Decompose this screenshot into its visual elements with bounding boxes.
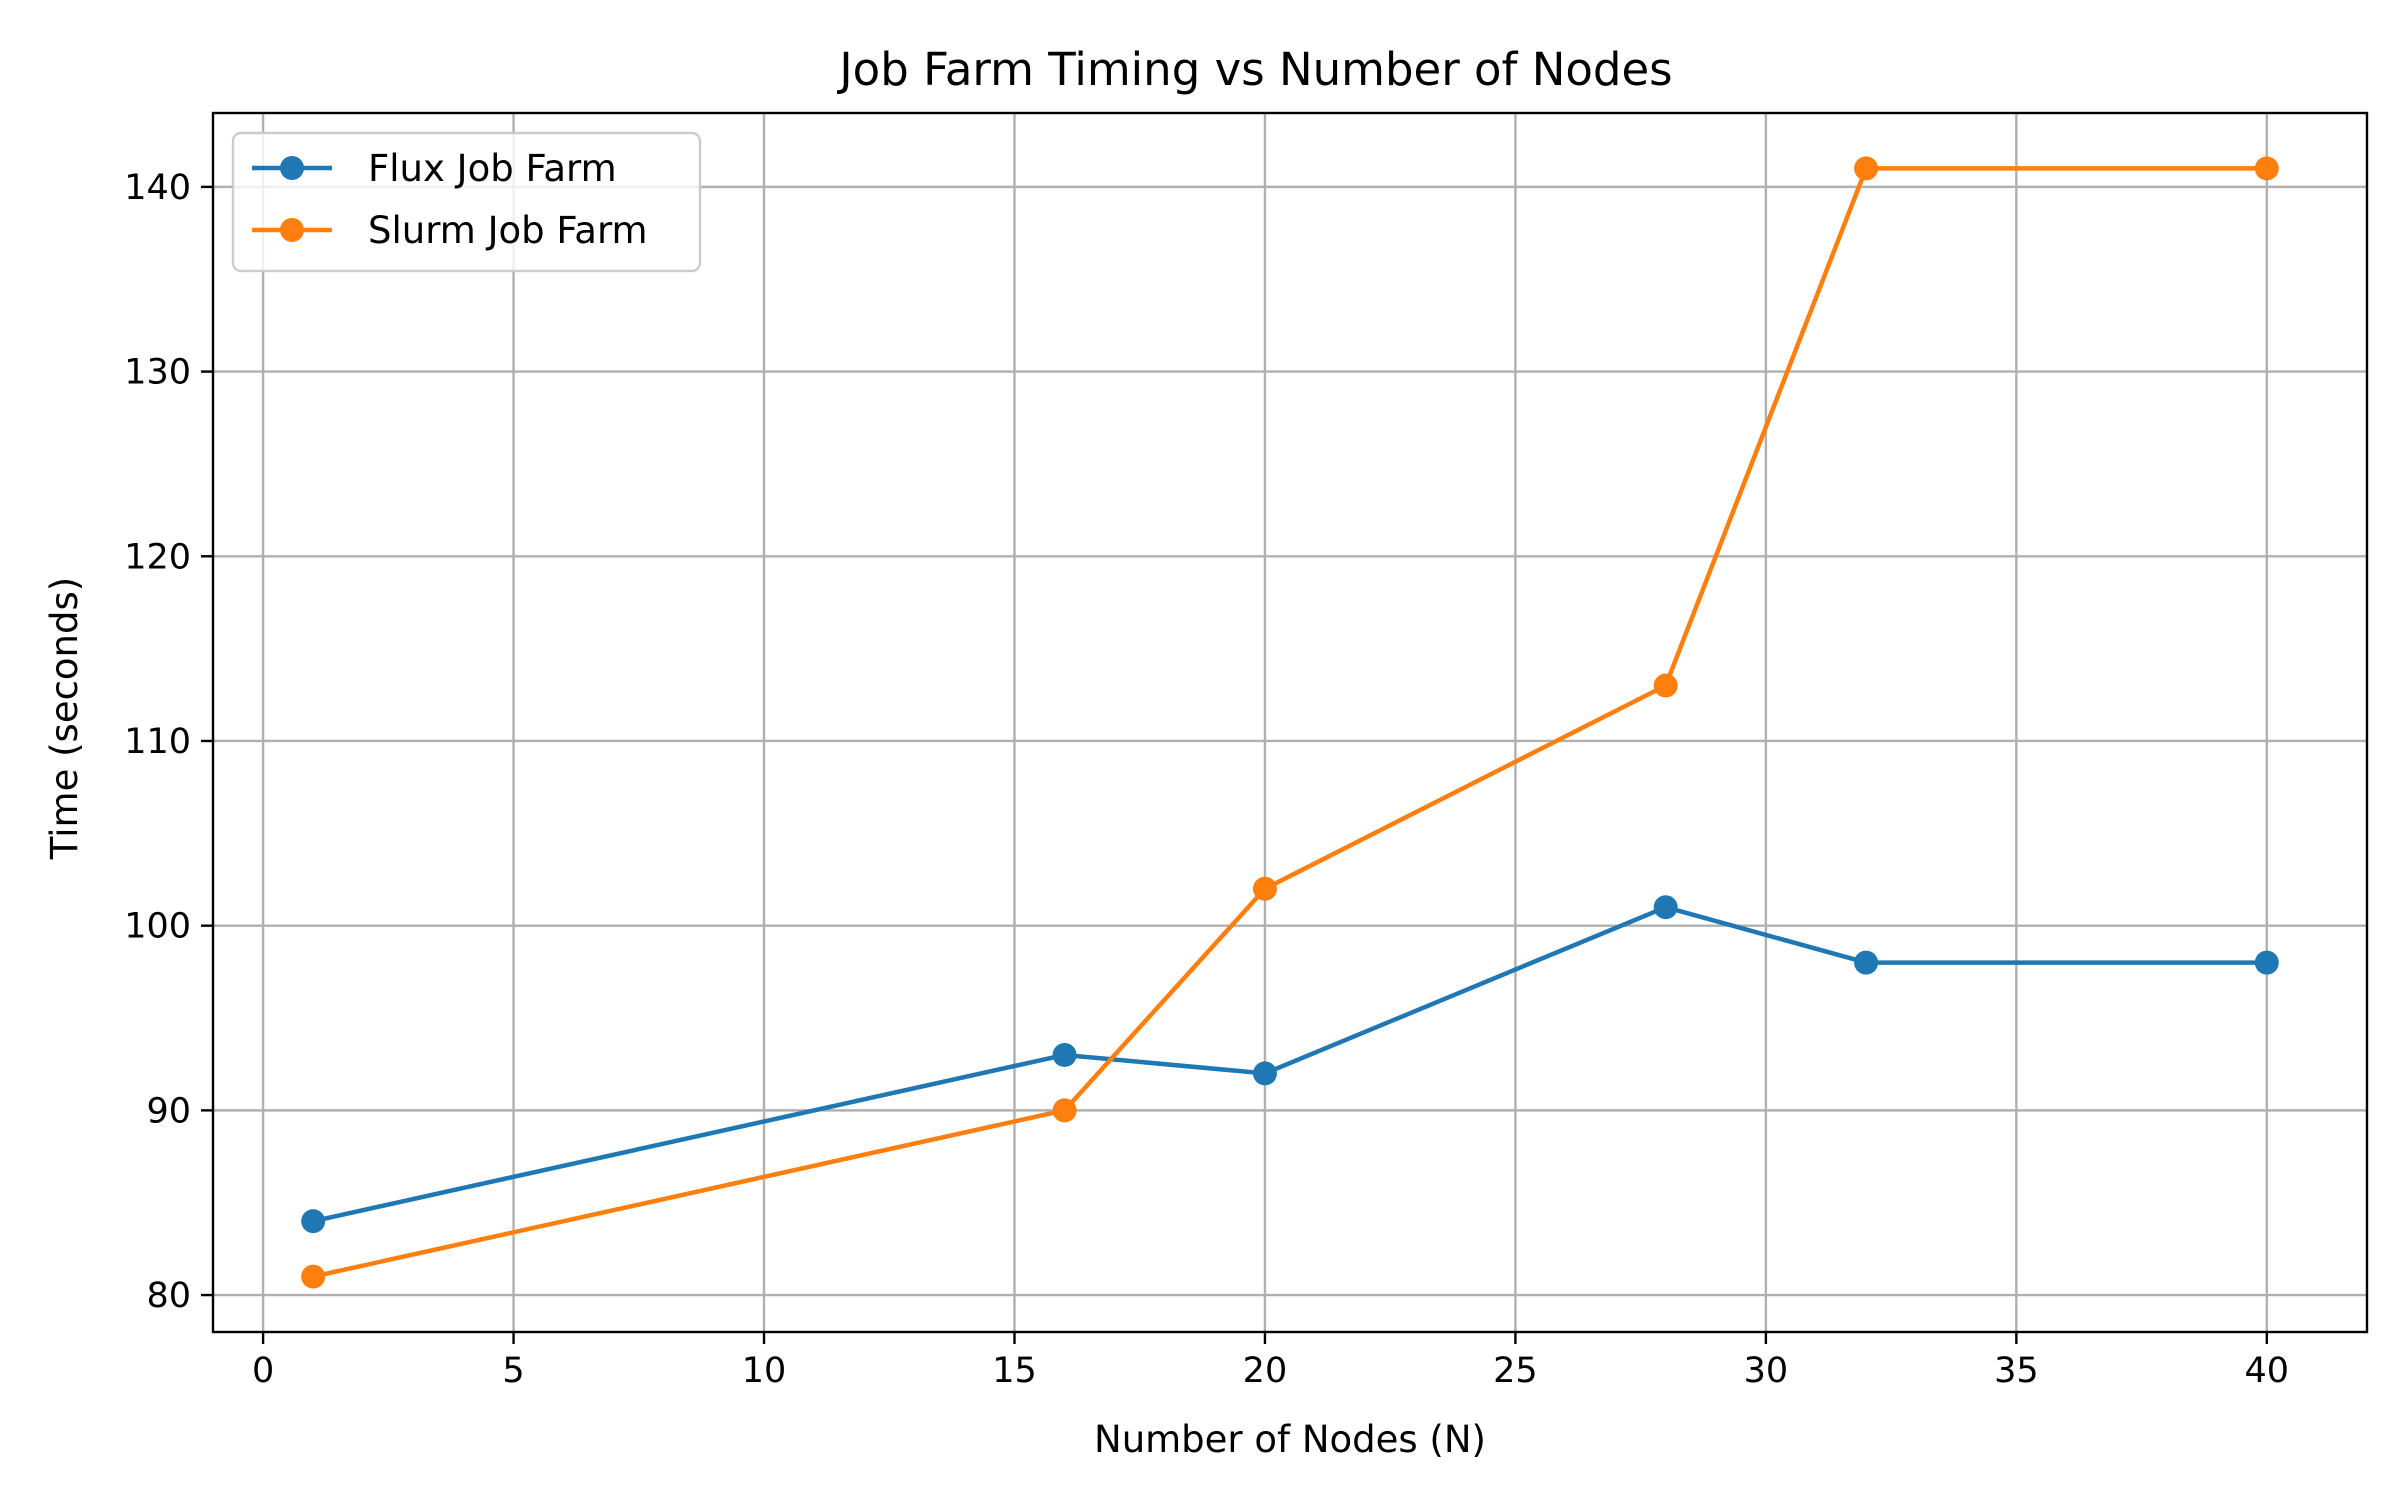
data-point-flux (2254, 950, 2279, 975)
axes-frame (211, 111, 2369, 1334)
plot-area (301, 156, 2279, 1289)
grid (213, 113, 2367, 1332)
y-tick-label: 110 (124, 722, 191, 762)
data-point-slurm (1252, 876, 1277, 901)
legend-label-slurm: Slurm Job Farm (368, 209, 648, 252)
data-point-flux (1854, 950, 1879, 975)
x-tick-label: 0 (252, 1351, 274, 1391)
x-tick-label: 5 (502, 1351, 524, 1391)
legend: Flux Job Farm Slurm Job Farm (231, 131, 702, 273)
chart-title: Job Farm Timing vs Number of Nodes (836, 43, 1672, 96)
legend-swatch-slurm-marker (280, 218, 304, 242)
x-tick-label: 25 (1493, 1351, 1538, 1391)
y-axis-label: Time (seconds) (43, 577, 86, 860)
x-axis-label: Number of Nodes (N) (1094, 1418, 1486, 1461)
y-tick-label: 90 (146, 1091, 191, 1131)
series-line-flux (310, 904, 2270, 1224)
y-tick-label: 140 (124, 168, 191, 208)
x-tick-label: 40 (2245, 1351, 2290, 1391)
data-point-slurm (1052, 1098, 1077, 1123)
axis-ticks: 0 5 10 15 20 25 30 35 40 80 90 100 110 120 130 140 (124, 168, 2289, 1391)
data-point-flux (1653, 895, 1678, 920)
x-tick-label: 20 (1243, 1351, 1288, 1391)
x-tick-label: 10 (742, 1351, 787, 1391)
y-tick-label: 130 (124, 353, 191, 393)
data-point-flux (1252, 1061, 1277, 1086)
legend-swatch-flux-marker (280, 156, 304, 180)
x-tick-label: 30 (1744, 1351, 1789, 1391)
data-point-flux (301, 1209, 326, 1234)
data-point-slurm (1653, 673, 1678, 698)
y-tick-label: 120 (124, 537, 191, 577)
y-tick-label: 80 (146, 1276, 191, 1316)
series-line-slurm (310, 166, 2270, 1279)
legend-box (231, 131, 702, 273)
y-tick-label: 100 (124, 907, 191, 947)
data-point-flux (1052, 1042, 1077, 1067)
legend-label-flux: Flux Job Farm (368, 147, 617, 190)
data-point-slurm (1854, 156, 1879, 181)
data-point-slurm (2254, 156, 2279, 181)
x-tick-label: 15 (992, 1351, 1037, 1391)
x-tick-label: 35 (1994, 1351, 2039, 1391)
data-point-slurm (301, 1264, 326, 1289)
